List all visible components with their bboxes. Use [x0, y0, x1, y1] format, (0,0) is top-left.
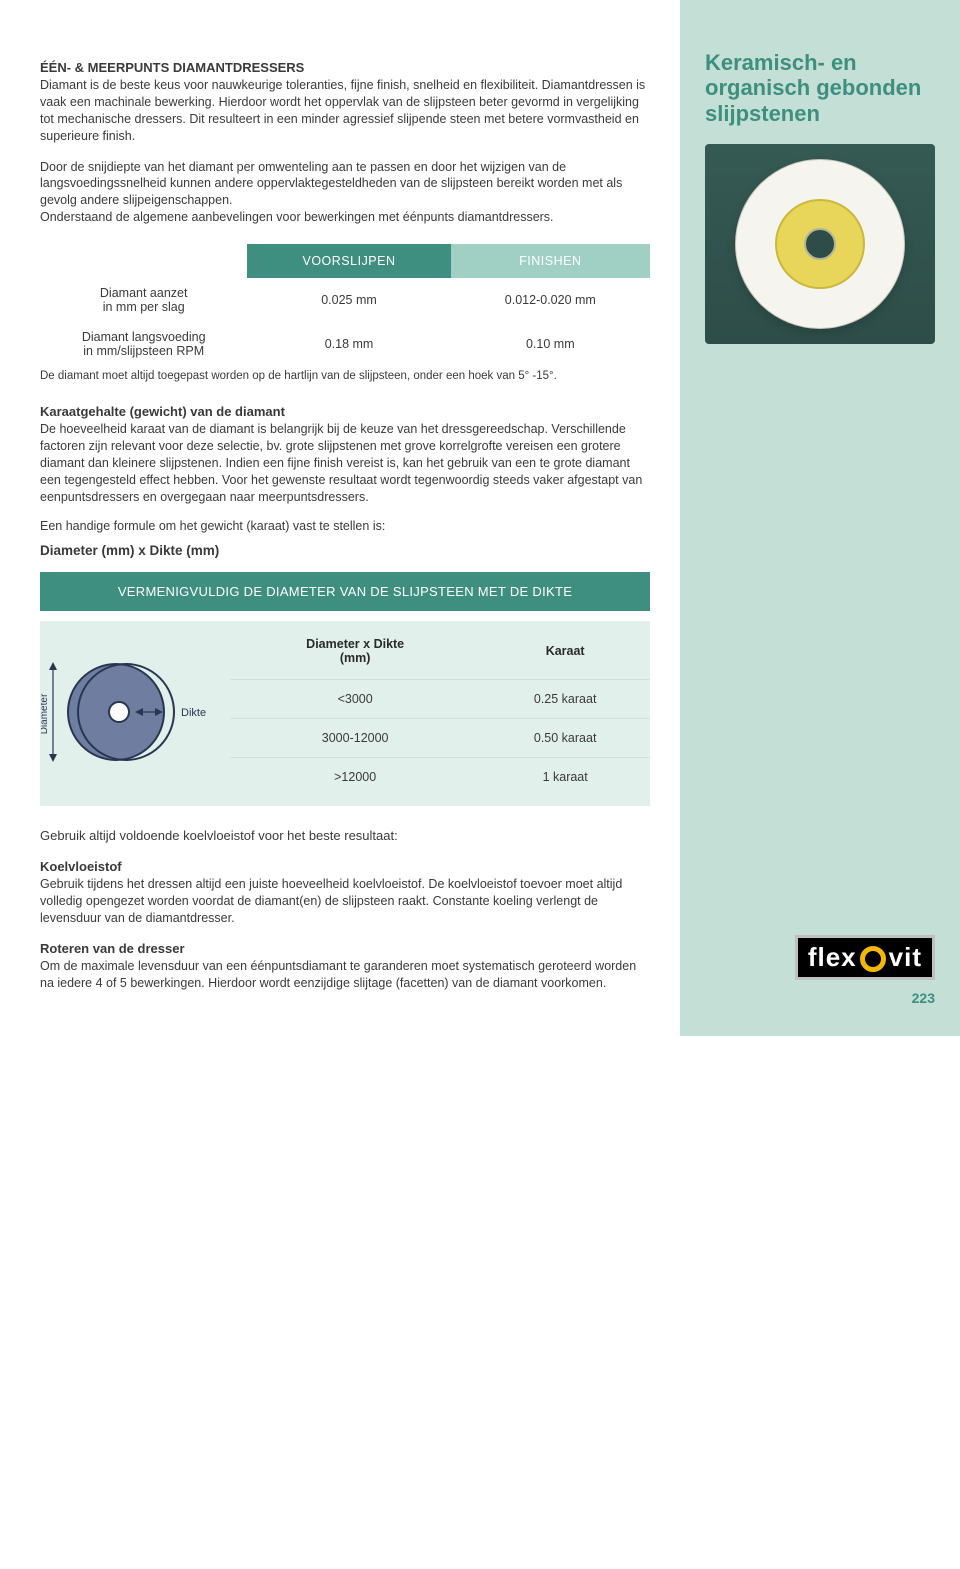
table-header-row: Diameter x Dikte (mm) Karaat	[230, 627, 650, 680]
svg-text:Diameter: Diameter	[41, 693, 50, 734]
rotate-heading: Roteren van de dresser	[40, 941, 650, 956]
coolant-heading: Koelvloeistof	[40, 859, 650, 874]
cell: 0.025 mm	[247, 278, 450, 322]
intro-p1: Diamant is de beste keus voor nauwkeurig…	[40, 77, 650, 145]
page-number: 223	[705, 990, 935, 1006]
brand-logo: flex vit	[795, 935, 935, 980]
table-row: 3000-12000 0.50 karaat	[230, 719, 650, 758]
wheel-label-ring	[775, 199, 865, 289]
table-row: >12000 1 karaat	[230, 758, 650, 797]
col-diameter-dikte: Diameter x Dikte (mm)	[230, 627, 480, 680]
logo-text-right: vit	[889, 942, 922, 973]
karat-heading: Karaatgehalte (gewicht) van de diamant	[40, 404, 650, 419]
col-finishen: FINISHEN	[451, 244, 650, 278]
multiply-banner: VERMENIGVULDIG DE DIAMETER VAN DE SLIJPS…	[40, 572, 650, 611]
rotate-body: Om de maximale levensduur van een éénpun…	[40, 958, 650, 992]
wheel-diagram-svg: Diameter Dikte	[41, 652, 221, 772]
wheel-bore	[804, 228, 836, 260]
sidebar-title: Keramisch- en organisch gebonden slijpst…	[705, 50, 935, 126]
table1-note: De diamant moet altijd toegepast worden …	[40, 370, 650, 382]
formula-intro: Een handige formule om het gewicht (kara…	[40, 519, 650, 533]
karat-table: Diameter x Dikte (mm) Karaat <3000 0.25 …	[230, 627, 650, 796]
intro-p2: Door de snijdiepte van het diamant per o…	[40, 159, 650, 227]
cell: 1 karaat	[480, 758, 650, 797]
empty-header	[40, 244, 247, 278]
cell: 3000-12000	[230, 719, 480, 758]
cell: 0.012-0.020 mm	[451, 278, 650, 322]
col-voorslijpen: VOORSLIJPEN	[247, 244, 450, 278]
karat-table-wrap: Diameter Dikte Diameter x Dikte (mm) Kar…	[40, 621, 650, 806]
cell: 0.18 mm	[247, 322, 450, 366]
logo-text-left: flex	[808, 942, 857, 973]
results-lead: Gebruik altijd voldoende koelvloeistof v…	[40, 828, 650, 843]
cell: >12000	[230, 758, 480, 797]
wheel-diagram: Diameter Dikte	[40, 627, 230, 796]
table-row: Diamant aanzet in mm per slag 0.025 mm 0…	[40, 278, 650, 322]
row-label: Diamant aanzet in mm per slag	[40, 278, 247, 322]
table-row: <3000 0.25 karaat	[230, 680, 650, 719]
grinding-wheel-photo	[705, 144, 935, 344]
intro-heading: ÉÉN- & MEERPUNTS DIAMANTDRESSERS	[40, 60, 650, 75]
parameters-table: VOORSLIJPEN FINISHEN Diamant aanzet in m…	[40, 244, 650, 366]
col-karaat: Karaat	[480, 627, 650, 680]
formula: Diameter (mm) x Dikte (mm)	[40, 543, 650, 558]
logo-o-ring-icon	[860, 946, 886, 972]
table-header-row: VOORSLIJPEN FINISHEN	[40, 244, 650, 278]
cell: 0.50 karaat	[480, 719, 650, 758]
wheel-outer	[735, 159, 905, 329]
karat-body: De hoeveelheid karaat van de diamant is …	[40, 421, 650, 505]
row-label: Diamant langsvoeding in mm/slijpsteen RP…	[40, 322, 247, 366]
table-row: Diamant langsvoeding in mm/slijpsteen RP…	[40, 322, 650, 366]
svg-text:Dikte: Dikte	[181, 707, 206, 719]
flexovit-logo: flex vit	[795, 935, 935, 980]
cell: <3000	[230, 680, 480, 719]
cell: 0.25 karaat	[480, 680, 650, 719]
sidebar: Keramisch- en organisch gebonden slijpst…	[680, 0, 960, 1036]
main-column: ÉÉN- & MEERPUNTS DIAMANTDRESSERS Diamant…	[0, 0, 680, 1036]
coolant-body: Gebruik tijdens het dressen altijd een j…	[40, 876, 650, 927]
cell: 0.10 mm	[451, 322, 650, 366]
